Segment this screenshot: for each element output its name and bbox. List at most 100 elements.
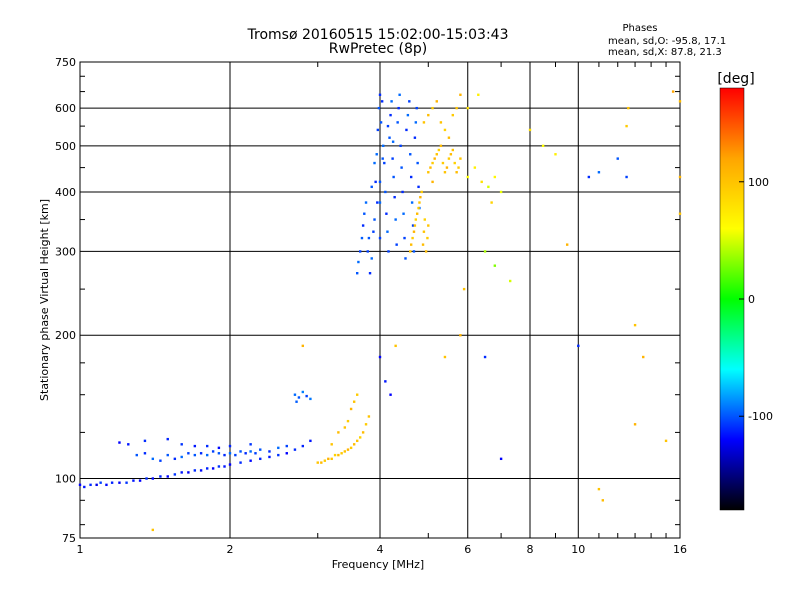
phase-legend-title: Phases [622,23,657,34]
data-point [426,236,429,240]
data-point [671,90,675,93]
data-point [408,100,411,103]
data-point [217,446,221,450]
data-point [118,441,121,444]
data-point [597,171,601,174]
data-point [601,499,605,502]
data-point [151,477,155,480]
data-point [301,390,305,394]
data-point [439,144,443,148]
data-point [420,190,423,194]
data-point [327,457,330,461]
data-point [368,272,372,275]
data-point [441,161,445,165]
data-point [285,444,288,448]
data-point [404,257,407,260]
data-point [379,121,383,124]
chart-title: Tromsø 20160515 15:02:00-15:03:43 [247,27,509,43]
x-tick-label: 6 [464,543,471,556]
data-point [138,479,142,482]
y-tick-label: 100 [55,473,76,486]
data-point [625,124,628,128]
data-point [361,224,365,227]
data-point [244,452,247,455]
data-point [358,436,362,439]
data-point [193,444,197,448]
data-point [554,153,557,156]
data-point [429,166,432,169]
data-point [309,439,312,443]
data-point [415,212,419,215]
data-point [193,453,197,457]
data-point [411,224,415,227]
data-point [587,175,591,179]
data-point [459,93,462,96]
data-point [333,453,337,457]
data-point [340,452,343,455]
data-point [180,455,183,459]
data-point [358,250,362,253]
data-point [205,444,209,448]
data-point [187,452,190,455]
data-point [406,113,410,117]
data-point [459,157,462,160]
y-axis-label: Stationary phase Virtual Height [km] [38,199,51,401]
data-point [223,465,226,468]
data-point [352,443,356,446]
x-tick-label: 2 [227,543,234,556]
data-point [376,201,379,204]
data-point [384,380,387,383]
data-point [239,461,242,464]
data-point [403,236,406,240]
data-point [297,396,301,399]
chart-subtitle: RwPretec (8p) [329,41,427,57]
data-point [627,106,630,110]
data-point [193,469,197,472]
data-point [135,453,138,457]
data-point [664,439,668,443]
data-point [125,481,128,484]
data-point [409,175,413,179]
phase-legend-o: mean, sd,O: -95.8, 17.1 [608,36,726,47]
data-point [380,100,384,103]
data-point [451,148,455,152]
data-point [355,272,359,275]
data-point [378,201,382,204]
data-point [413,136,417,139]
data-point [616,157,619,160]
data-point [337,453,340,457]
data-point [633,323,637,327]
data-point [427,224,430,227]
y-tick-label: 500 [55,140,76,153]
data-point [418,201,421,204]
data-point [378,180,382,184]
colorbar-tick-label: -100 [748,410,773,423]
phase-legend-x: mean, sd,X: 87.8, 21.3 [608,47,722,58]
data-point [277,446,280,450]
data-point [337,431,340,434]
y-tick-label: 200 [55,329,76,342]
data-point [363,212,366,215]
data-point [377,106,381,110]
data-point [483,355,487,359]
data-point [435,100,438,103]
data-point [405,128,408,132]
data-point [447,157,451,160]
data-point [166,475,169,478]
data-point [249,443,252,446]
y-tick-label: 300 [55,245,76,258]
data-point [249,450,252,453]
data-point [395,243,398,246]
data-point [565,243,569,246]
data-point [431,180,434,184]
data-point [309,397,312,401]
data-points [78,90,682,532]
data-point [378,236,382,240]
data-point [642,355,645,359]
data-point [228,452,232,455]
data-point [378,355,382,359]
data-point [110,481,114,484]
data-point [95,483,98,487]
data-point [422,121,426,124]
data-point [367,415,371,418]
